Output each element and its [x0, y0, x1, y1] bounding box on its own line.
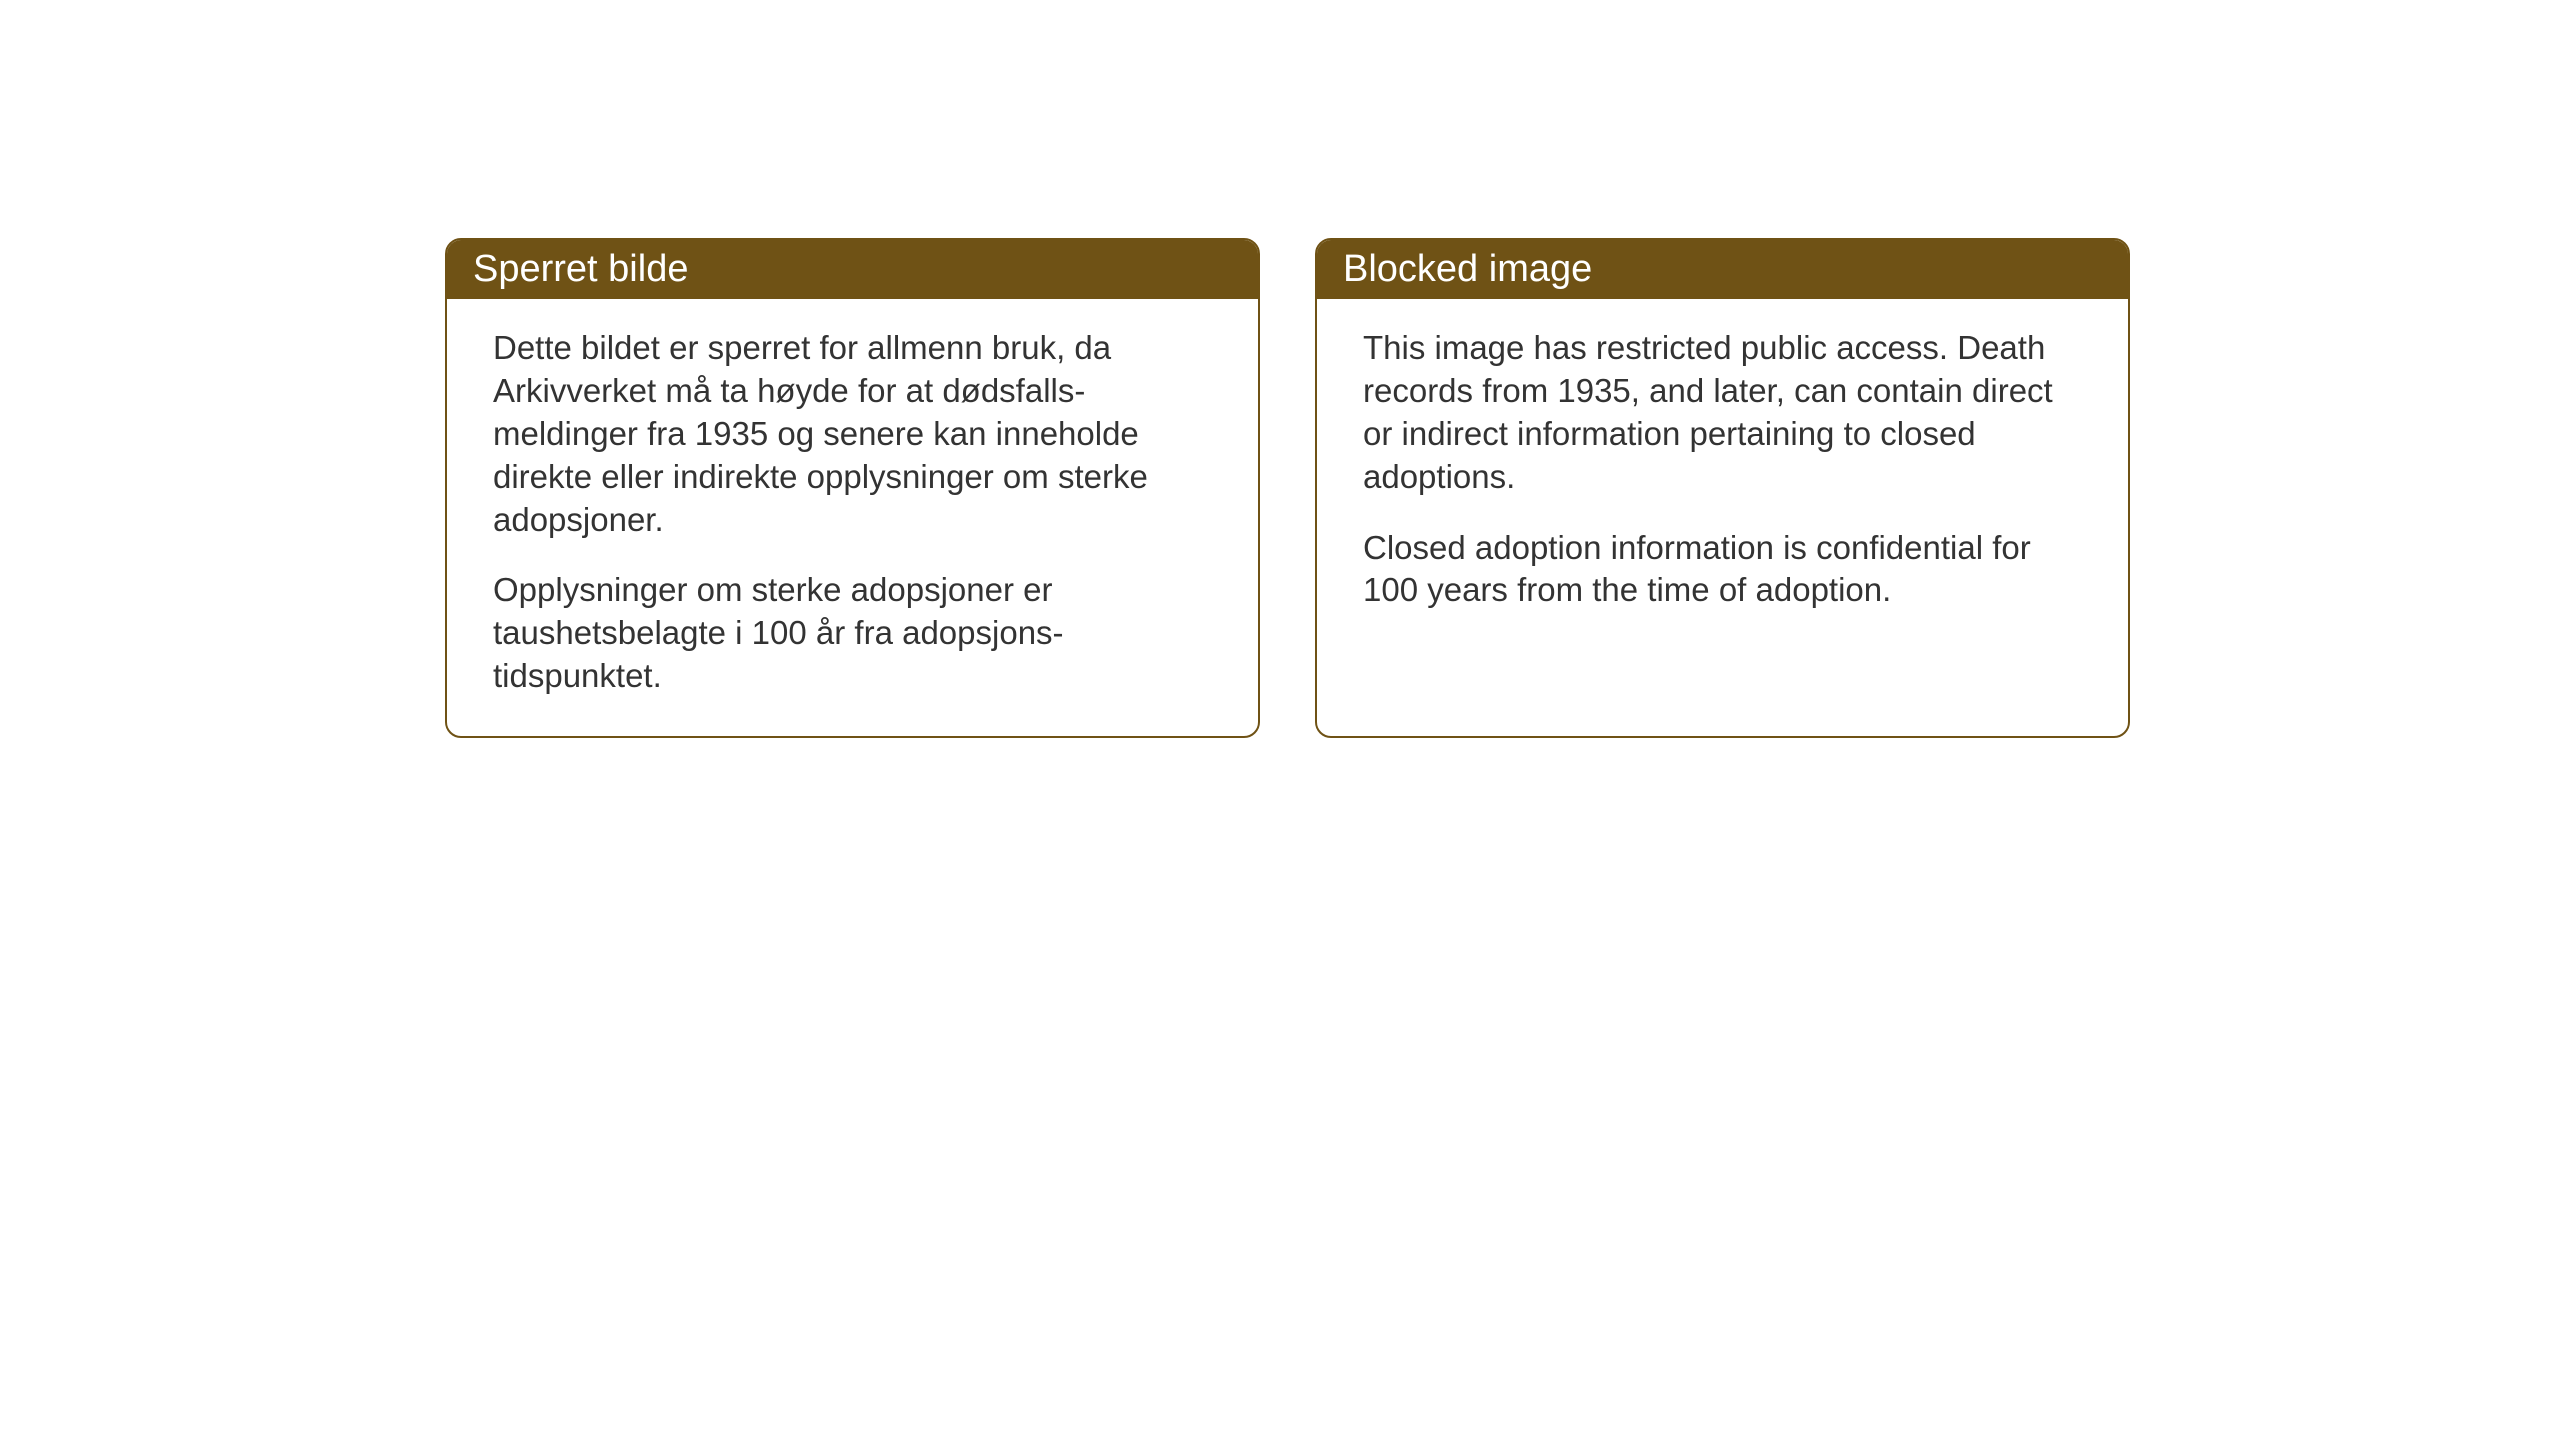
- notice-header-norwegian: Sperret bilde: [447, 240, 1258, 299]
- notice-paragraph: Opplysninger om sterke adopsjoner er tau…: [493, 569, 1212, 698]
- notice-body-english: This image has restricted public access.…: [1317, 299, 2128, 650]
- notice-paragraph: Closed adoption information is confident…: [1363, 527, 2082, 613]
- notice-body-norwegian: Dette bildet er sperret for allmenn bruk…: [447, 299, 1258, 736]
- notice-header-english: Blocked image: [1317, 240, 2128, 299]
- notice-card-english: Blocked image This image has restricted …: [1315, 238, 2130, 738]
- notice-card-norwegian: Sperret bilde Dette bildet er sperret fo…: [445, 238, 1260, 738]
- notice-paragraph: Dette bildet er sperret for allmenn bruk…: [493, 327, 1212, 541]
- notice-paragraph: This image has restricted public access.…: [1363, 327, 2082, 499]
- notice-container: Sperret bilde Dette bildet er sperret fo…: [445, 238, 2130, 738]
